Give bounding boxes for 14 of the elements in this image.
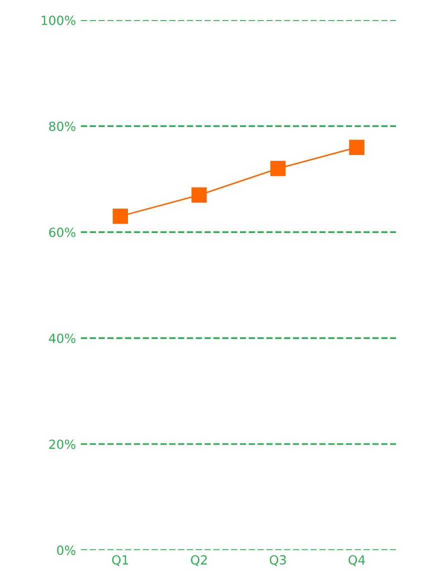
x-tick-label: Q1	[112, 555, 128, 566]
point	[112, 208, 128, 224]
y-tick-label: 0%	[57, 546, 76, 556]
y-tick-label: 80%	[49, 122, 76, 132]
point	[349, 140, 364, 155]
x-tick-label: Q4	[348, 555, 365, 566]
y-tick-label: 20%	[49, 440, 76, 450]
point	[270, 160, 286, 176]
y-tick-label: 60%	[49, 228, 76, 238]
x-tick-label: Q2	[190, 555, 207, 566]
y-tick-label: 40%	[48, 334, 76, 344]
x-tick-label: Q3	[270, 555, 286, 566]
point	[192, 187, 207, 203]
y-tick-label: 100%	[42, 16, 76, 26]
